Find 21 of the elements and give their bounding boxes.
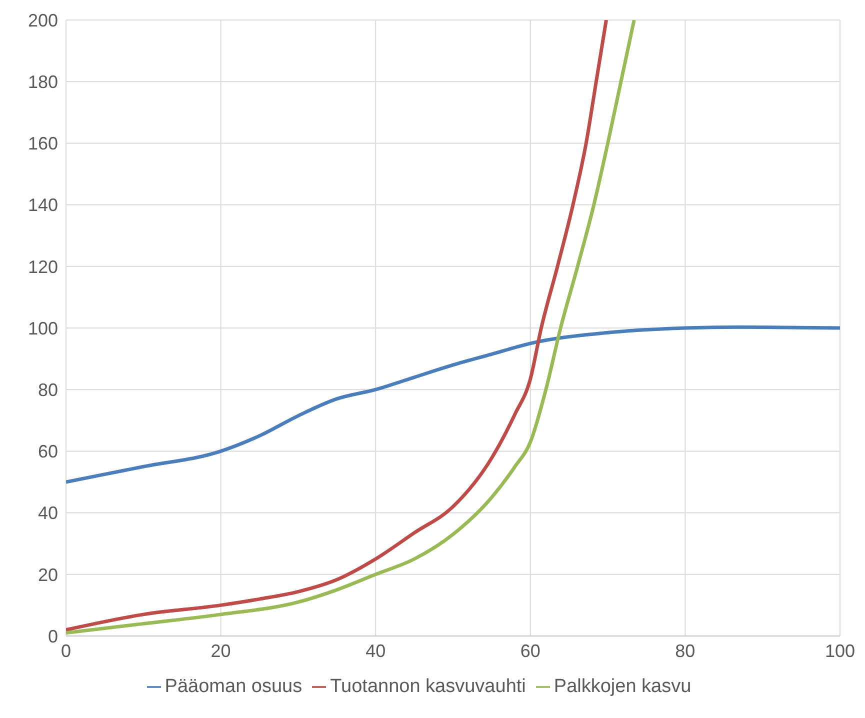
legend-label: Tuotannon kasvuvauhti xyxy=(330,676,526,697)
legend-label: Pääoman osuus xyxy=(164,676,302,697)
y-tick-label: 60 xyxy=(38,442,58,462)
x-tick-label: 0 xyxy=(60,640,72,661)
y-tick-label: 20 xyxy=(38,564,58,585)
y-tick-label: 120 xyxy=(28,256,58,277)
y-tick-label: 0 xyxy=(48,626,58,646)
y-tick-label: 160 xyxy=(28,134,58,154)
x-tick-label: 60 xyxy=(520,640,540,661)
y-tick-label: 200 xyxy=(28,10,58,30)
y-tick-label: 140 xyxy=(28,195,58,216)
x-tick-label: 20 xyxy=(210,640,231,661)
line-series xyxy=(66,325,840,484)
y-tick-label: 100 xyxy=(28,318,58,338)
x-tick-label: 100 xyxy=(824,640,856,661)
x-tick-label: 80 xyxy=(675,640,696,661)
y-tick-label: 40 xyxy=(38,503,58,524)
y-tick-label: 80 xyxy=(38,380,58,400)
y-tick-label: 180 xyxy=(28,72,58,92)
legend-label: Palkkojen kasvu xyxy=(554,676,692,697)
x-tick-label: 40 xyxy=(366,640,386,661)
